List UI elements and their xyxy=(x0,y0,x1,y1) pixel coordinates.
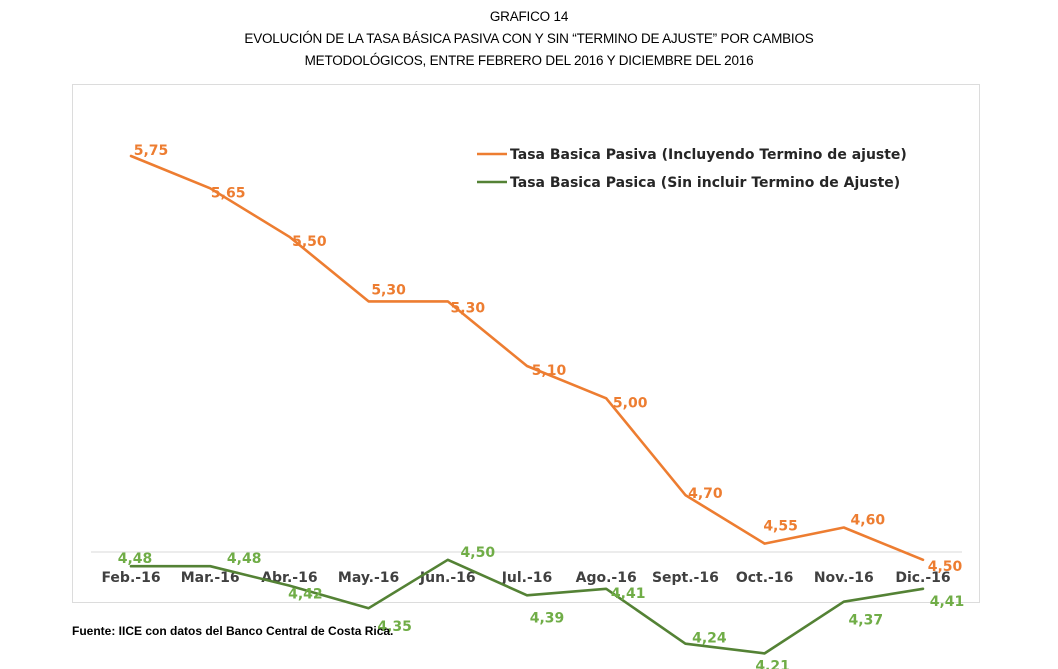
data-label: 5,00 xyxy=(613,395,648,411)
x-tick-label: Ago.-16 xyxy=(576,570,637,586)
x-tick-label: Nov.-16 xyxy=(814,570,874,586)
data-label: 4,42 xyxy=(288,587,323,603)
x-tick-label: Oct.-16 xyxy=(736,570,794,586)
x-tick-label: Jun.-16 xyxy=(419,570,476,586)
series-line-sin-termino xyxy=(129,558,925,655)
x-tick-label: Abr.-16 xyxy=(261,570,317,586)
data-label: 4,70 xyxy=(688,486,723,502)
x-tick-label: Jul.-16 xyxy=(501,570,553,586)
data-label: 5,65 xyxy=(211,185,246,201)
data-label: 5,30 xyxy=(451,300,486,316)
source-note: Fuente: IICE con datos del Banco Central… xyxy=(72,624,394,638)
data-label: 4,41 xyxy=(930,594,965,610)
data-label: 5,50 xyxy=(292,234,327,250)
chart-title-line-3: METODOLÓGICOS, ENTRE FEBRERO DEL 2016 Y … xyxy=(304,53,754,68)
data-label: 4,37 xyxy=(849,613,884,629)
series-line-con-termino xyxy=(129,154,925,562)
chart-title-line-1: GRAFICO 14 xyxy=(489,9,569,24)
data-label: 5,30 xyxy=(371,282,406,298)
x-tick-label: May.-16 xyxy=(338,570,399,586)
data-label: 4,35 xyxy=(377,619,412,635)
legend-entry-label: Tasa Basica Pasica (Sin incluir Termino … xyxy=(510,175,900,191)
x-tick-label: Mar.-16 xyxy=(181,570,240,586)
data-label: 4,21 xyxy=(755,658,790,669)
data-label: 4,24 xyxy=(692,631,727,647)
x-tick-label: Sept.-16 xyxy=(652,570,719,586)
data-label: 4,55 xyxy=(763,519,798,535)
data-label: 5,75 xyxy=(134,143,169,159)
data-label: 4,39 xyxy=(530,610,565,626)
x-tick-label: Feb.-16 xyxy=(101,570,160,586)
data-label: 4,41 xyxy=(611,586,646,602)
data-label: 4,60 xyxy=(851,512,886,528)
chart-area-frame xyxy=(72,84,980,603)
chart-title-line-2: EVOLUCIÓN DE LA TASA BÁSICA PASIVA CON Y… xyxy=(244,31,814,46)
legend-entry-label: Tasa Basica Pasiva (Incluyendo Termino d… xyxy=(510,147,907,163)
x-tick-label: Dic.-16 xyxy=(895,570,950,586)
data-label: 4,50 xyxy=(461,545,496,561)
data-label: 4,48 xyxy=(118,551,153,567)
chart-title: GRAFICO 14 EVOLUCIÓN DE LA TASA BÁSICA P… xyxy=(0,6,1058,72)
data-label: 4,50 xyxy=(928,559,963,575)
data-label: 4,48 xyxy=(227,551,262,567)
data-label: 5,10 xyxy=(532,363,567,379)
